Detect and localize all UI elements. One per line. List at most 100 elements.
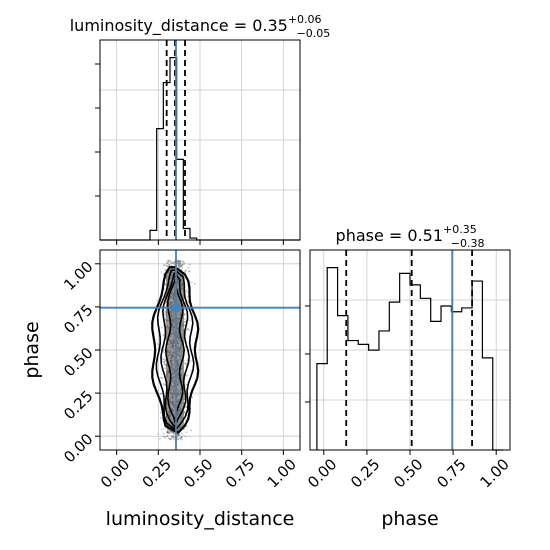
2d-sample-point [156,300,159,302]
2d-contour-0 [151,266,200,435]
2d-sample-point [164,311,167,314]
2d-sample-point [163,361,165,364]
2d-sample-point [180,265,182,267]
2d-sample-point [167,432,170,435]
2d-sample-point [162,435,165,438]
2d-ytick-label-2: 0.50 [60,344,96,380]
2d-sample-point [184,289,187,292]
2d-sample-point [172,262,175,265]
2d-sample-point [180,432,183,435]
2d-sample-point [164,367,167,370]
2d-sample-point [180,264,183,267]
2d-sample-point [168,260,171,263]
2d-sample-point [184,362,186,365]
2d-sample-point [171,435,174,438]
2d-sample-point [169,438,172,440]
2d-sample-point [168,259,171,262]
2d-sample-point [185,431,188,434]
2d-sample-point [187,266,190,269]
2d-sample-point [163,358,166,361]
2d-sample-point [166,431,169,434]
2d-sample-point [164,435,167,438]
2d-sample-point [166,434,169,437]
2d-sample-point [177,259,180,262]
2d-sample-point [162,334,165,337]
2d-sample-point [166,265,169,267]
2d-sample-point [166,259,169,262]
ph-xtick-label-4: 1.00 [476,455,512,491]
2d-sample-point [178,266,181,268]
2d-sample-point [186,328,189,330]
2d-sample-point [178,264,181,267]
ld-axes-frame [99,39,301,241]
2d-sample-point [172,432,175,435]
2d-sample-point [188,263,191,266]
2d-sample-point [163,288,166,291]
2d-sample-point [185,329,188,332]
2d-sample-point [185,406,188,409]
2d-sample-point [176,437,179,439]
2d-xtick-label-3: 0.75 [222,455,258,491]
2d-sample-point [178,261,181,263]
2d-sample-point [188,319,190,322]
2d-sample-point [180,436,182,439]
2d-sample-point [167,437,170,440]
2d-sample-point [173,434,175,436]
2d-sample-point [160,392,163,395]
2d-sample-point [164,269,167,272]
2d-sample-point [178,260,181,263]
2d-sample-point [177,438,180,441]
2d-sample-point [182,263,185,266]
2d-sample-point [184,435,187,437]
2d-sample-point [178,260,181,262]
2d-sample-point [163,349,165,351]
2d-sample-point [181,263,184,265]
2d-sample-point [162,264,165,267]
2d-sample-point [167,431,170,434]
2d-sample-point [178,262,181,265]
2d-sample-point [164,363,166,366]
ph-histogram-step [316,267,504,451]
2d-sample-point [184,269,187,272]
x-axis-label-luminosity-distance: luminosity_distance [106,508,295,530]
phase-title: phase = 0.51+0.35 −0.38 [336,223,485,250]
2d-sample-point [160,326,163,329]
2d-ytick-label-3: 0.75 [60,301,96,337]
2d-sample-point [172,436,174,439]
2d-axes-frame [99,249,301,451]
2d-sample-point [166,435,169,438]
luminosity-distance-histogram-panel [95,39,301,245]
2d-sample-point [164,264,167,267]
2d-sample-point [177,433,180,436]
2d-sample-point [172,435,175,438]
2d-sample-point [168,263,171,266]
2d-contour-1 [155,269,195,431]
2d-sample-point [173,261,176,264]
2d-sample-point [184,362,187,365]
ph-xtick-label-0: 0.00 [304,455,340,491]
2d-sample-point [170,434,173,437]
2d-sample-point [164,310,167,312]
2d-sample-point [167,259,170,262]
ph-xtick-label-2: 0.50 [390,455,426,491]
2d-sample-point [164,436,166,439]
2d-sample-point [181,266,184,269]
2d-sample-point [188,270,190,273]
phase-histogram-panel: 0.00 0.25 0.50 0.75 1.00 [304,249,513,492]
2d-sample-point [170,438,173,440]
2d-sample-point [179,437,182,439]
2d-sample-point [166,261,169,264]
2d-sample-point [161,377,164,380]
2d-sample-point [162,273,165,276]
2d-sample-point [191,396,194,399]
2d-sample-point [177,264,180,267]
ld-histogram-step [100,56,300,241]
2d-sample-point [163,361,166,363]
2d-sample-point [159,392,162,395]
2d-sample-point [164,427,167,429]
2d-sample-point [157,433,160,435]
2d-sample-point [166,430,169,433]
2d-sample-point [184,418,187,421]
2d-sample-point [181,438,183,441]
